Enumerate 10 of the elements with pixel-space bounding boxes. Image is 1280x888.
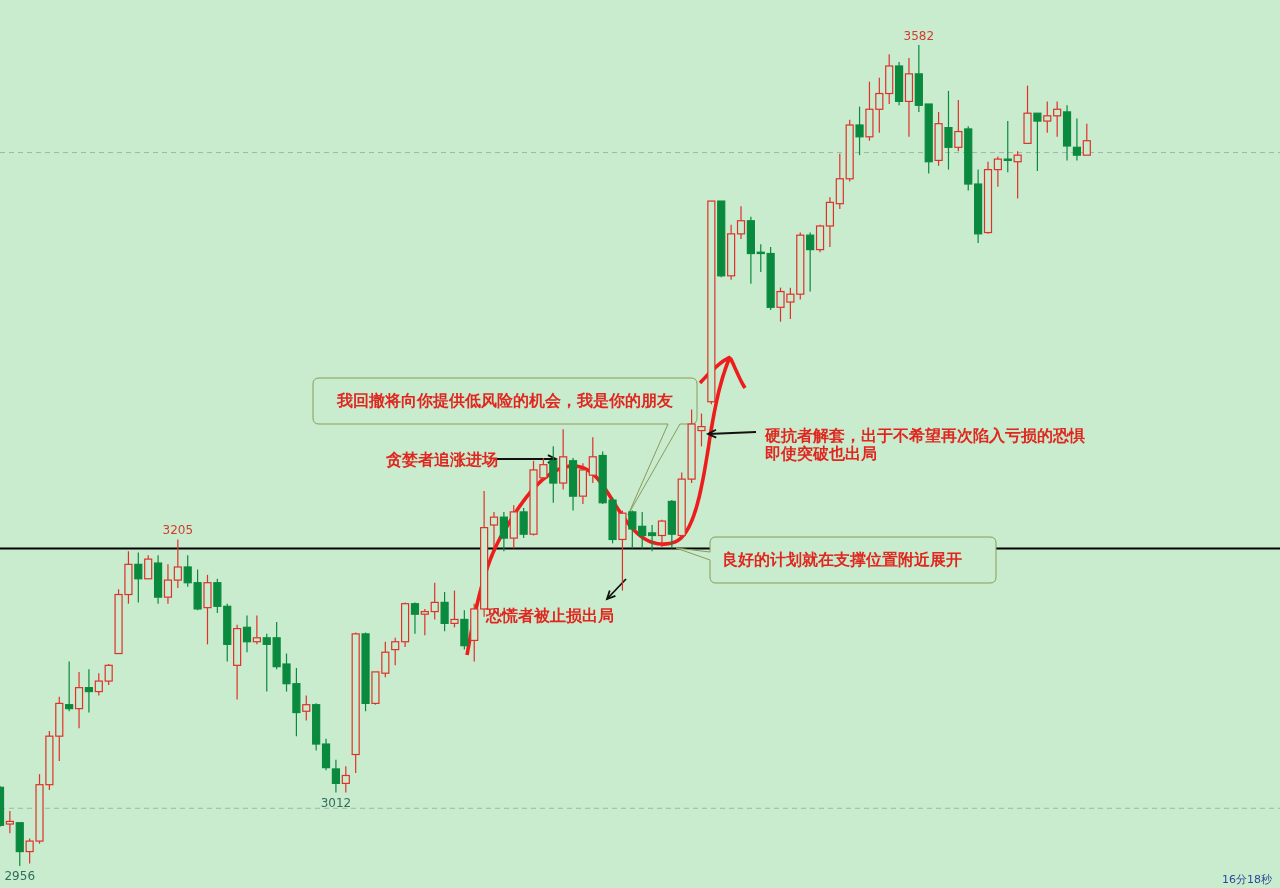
annotation: 3012 (320, 795, 352, 810)
annotation: 3582 (903, 29, 935, 43)
annotation: 2956 (4, 869, 36, 883)
annotation: 我回撤将向你提供低风险的机会，我是你的朋友 (336, 392, 674, 410)
annotation: 恐慌者被止损出局 (486, 607, 615, 625)
annotation: 16分18秒 (1222, 873, 1273, 886)
annotation: 硬抗者解套，出于不希望再次陷入亏损的恐惧即使突破也出局 (765, 427, 1086, 463)
annotation: 良好的计划就在支撑位置附近展开 (722, 551, 963, 569)
annotation: 贪婪者追涨进场 (386, 451, 499, 469)
annotation: 3205 (162, 523, 194, 538)
